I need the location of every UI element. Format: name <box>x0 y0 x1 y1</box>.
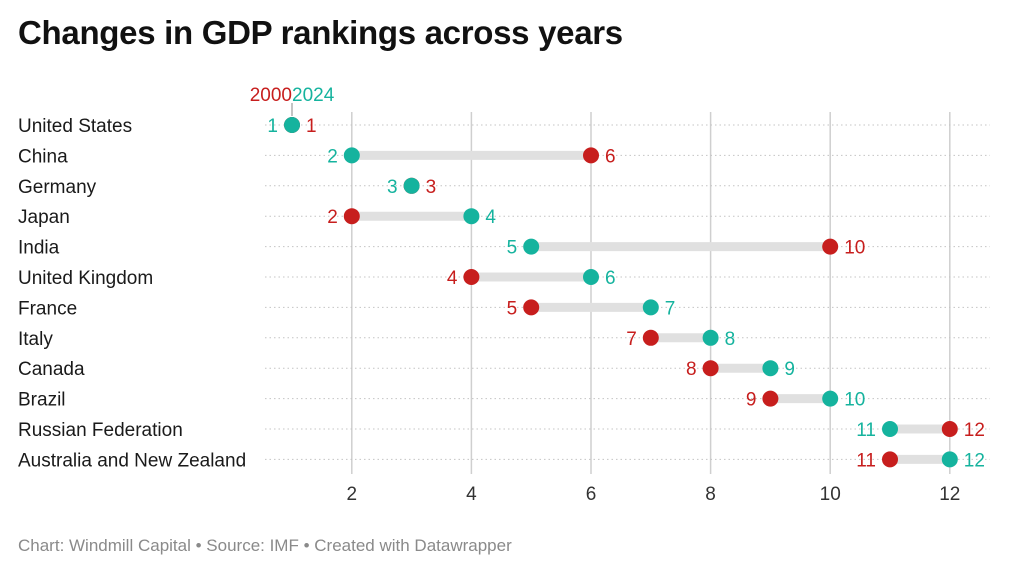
dot-2024-italy <box>702 329 719 346</box>
x-axis-tick-labels: 2 4 6 8 10 12 <box>347 484 961 505</box>
x-tick-label-2: 2 <box>347 484 358 505</box>
x-tick-label-12: 12 <box>939 484 960 505</box>
value-label-2000-brazil: 9 <box>746 390 757 411</box>
value-label-2024-united-states: 1 <box>267 116 278 137</box>
country-label-china: China <box>18 146 68 167</box>
value-label-2024-united-kingdom: 6 <box>605 268 616 289</box>
country-label-canada: Canada <box>18 359 85 380</box>
value-label-2024-france: 7 <box>665 298 676 319</box>
x-tick-label-4: 4 <box>466 484 477 505</box>
dot-2000-italy <box>642 329 659 346</box>
value-label-2024-italy: 8 <box>725 329 736 350</box>
value-label-2000-japan: 2 <box>327 207 338 228</box>
dot-2000-china <box>583 147 599 164</box>
value-label-2000-france: 5 <box>507 298 518 319</box>
dot-2000-canada <box>702 360 719 377</box>
value-label-2000-india: 10 <box>844 238 865 259</box>
dot-2000-russian-federation <box>941 421 958 437</box>
connectors <box>351 150 950 464</box>
value-label-2000-china: 6 <box>605 146 616 167</box>
value-label-2024-india: 5 <box>507 238 518 259</box>
dot-2024-japan <box>463 208 480 225</box>
country-label-united-kingdom: United Kingdom <box>18 268 153 289</box>
x-tick-label-6: 6 <box>586 484 597 505</box>
country-label-united-states: United States <box>18 116 132 137</box>
dot-2000-brazil <box>762 390 779 407</box>
dot-2024-india <box>523 238 540 255</box>
value-label-2000-germany: 3 <box>426 177 437 198</box>
dot-2000-japan <box>343 208 360 225</box>
dot-2000-india <box>822 238 839 255</box>
value-label-2000-united-kingdom: 4 <box>447 268 458 289</box>
dot-2024-russian-federation <box>882 421 898 437</box>
value-label-2024-japan: 4 <box>485 207 496 228</box>
country-label-japan: Japan <box>18 207 70 228</box>
value-label-2024-canada: 9 <box>784 359 795 380</box>
legend-label-2000: 2000 <box>250 85 292 106</box>
dot-2024-canada <box>762 360 779 377</box>
x-tick-label-8: 8 <box>705 484 716 505</box>
country-label-italy: Italy <box>18 329 53 350</box>
gridlines <box>351 112 951 474</box>
value-label-2024-china: 2 <box>327 146 338 167</box>
dot-2024-brazil <box>822 390 839 407</box>
x-tick-label-10: 10 <box>820 484 841 505</box>
dot-2024-germany <box>403 177 420 194</box>
legend-label-2024: 2024 <box>292 85 335 106</box>
dot-2024-united-kingdom <box>583 269 599 285</box>
dot-2000-australia-and-new-zealand <box>882 451 898 468</box>
value-label-2000-united-states: 1 <box>306 116 317 137</box>
country-label-india: India <box>18 238 60 259</box>
value-label-2024-germany: 3 <box>387 177 398 198</box>
dot-2000-france <box>523 299 540 316</box>
dot-2024-united-states <box>284 117 300 133</box>
dot-2024-france <box>642 299 659 316</box>
legend: 2000 2024 <box>250 85 335 116</box>
chart-footer: Chart: Windmill Capital • Source: IMF • … <box>18 536 512 555</box>
country-label-russian-federation: Russian Federation <box>18 420 183 441</box>
country-label-australia-and-new-zealand: Australia and New Zealand <box>18 450 246 471</box>
dot-2000-united-kingdom <box>463 269 480 285</box>
dot-2024-australia-and-new-zealand <box>941 451 958 468</box>
value-label-2000-canada: 8 <box>686 359 697 380</box>
value-label-2000-australia-and-new-zealand: 11 <box>856 450 876 471</box>
value-label-2024-brazil: 10 <box>844 390 865 411</box>
row-guides <box>265 124 990 460</box>
value-label-2024-russian-federation: 11 <box>856 420 876 441</box>
chart-title: Changes in GDP rankings across years <box>18 14 623 51</box>
value-label-2000-italy: 7 <box>626 329 637 350</box>
value-label-2000-russian-federation: 12 <box>964 420 985 441</box>
country-label-germany: Germany <box>18 177 97 198</box>
country-label-brazil: Brazil <box>18 390 66 411</box>
country-label-france: France <box>18 298 77 319</box>
dot-2024-china <box>343 147 360 164</box>
dots <box>284 117 958 468</box>
country-labels: United States China Germany Japan India Unite… <box>18 116 246 471</box>
value-label-2024-australia-and-new-zealand: 12 <box>964 450 985 471</box>
